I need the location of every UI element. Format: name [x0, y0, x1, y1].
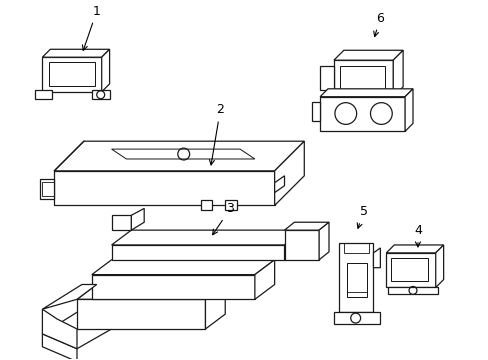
Polygon shape [333, 60, 392, 97]
Polygon shape [274, 141, 304, 206]
Polygon shape [435, 245, 443, 287]
Polygon shape [111, 230, 304, 245]
Polygon shape [111, 245, 284, 260]
Polygon shape [92, 90, 109, 99]
Text: 4: 4 [413, 224, 421, 247]
Polygon shape [404, 89, 412, 131]
Polygon shape [111, 215, 131, 230]
Polygon shape [42, 49, 109, 57]
Polygon shape [320, 89, 412, 97]
Polygon shape [333, 312, 380, 324]
Polygon shape [386, 253, 435, 287]
Polygon shape [338, 243, 373, 312]
Polygon shape [42, 57, 102, 92]
Polygon shape [92, 260, 274, 275]
Text: 5: 5 [356, 205, 367, 228]
Polygon shape [42, 334, 77, 360]
Polygon shape [333, 50, 402, 60]
Polygon shape [42, 309, 77, 349]
Polygon shape [42, 309, 111, 349]
Polygon shape [284, 222, 328, 230]
Polygon shape [387, 287, 437, 294]
Text: 1: 1 [82, 5, 101, 50]
Polygon shape [284, 230, 304, 260]
Polygon shape [254, 260, 274, 299]
Polygon shape [205, 284, 225, 329]
Polygon shape [373, 248, 380, 268]
Polygon shape [274, 176, 284, 193]
Polygon shape [320, 97, 404, 131]
Polygon shape [320, 66, 333, 90]
Polygon shape [319, 222, 328, 260]
Text: 2: 2 [209, 103, 224, 165]
Polygon shape [131, 208, 144, 230]
Polygon shape [102, 49, 109, 92]
Polygon shape [77, 284, 225, 299]
Polygon shape [42, 284, 97, 309]
Polygon shape [311, 102, 320, 121]
Polygon shape [36, 90, 52, 99]
Polygon shape [54, 171, 274, 206]
Polygon shape [41, 179, 54, 198]
Polygon shape [225, 201, 237, 210]
Polygon shape [392, 50, 402, 97]
Polygon shape [284, 230, 319, 260]
Polygon shape [77, 299, 205, 329]
Text: 3: 3 [212, 202, 234, 235]
Polygon shape [92, 275, 254, 299]
Polygon shape [54, 141, 304, 171]
Text: 6: 6 [373, 12, 384, 37]
Polygon shape [200, 201, 212, 210]
Polygon shape [386, 245, 443, 253]
